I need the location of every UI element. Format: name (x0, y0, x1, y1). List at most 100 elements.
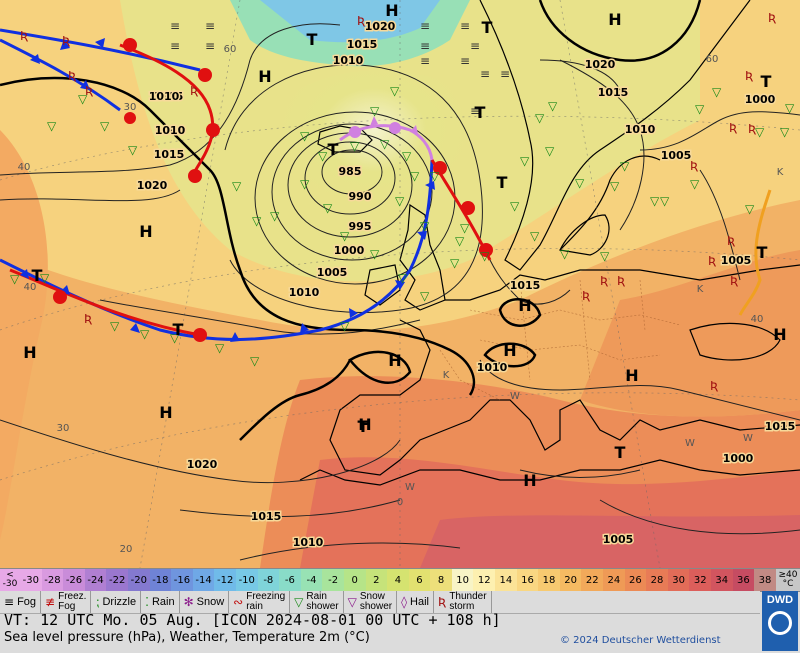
fog-icon: ≡ (4, 595, 15, 609)
weather-symbols: ▽ ▽ ▽ ▽ ▽ ▽ ▽ ▽ ▽ ▽ ▽ ▽ ▽ ▽ ▽ ▽ ▽ ▽ ▽ ▽ ▽ ▽ ▽ ▽ ▽ ▽ ▽ ▽ ▽ ▽ ▽ ▽ ▽ ▽ ▽ ▽ ▽ ▽ ▽ ▽… (10, 11, 795, 393)
rain-shower-icon: ▽ (294, 595, 304, 609)
scale-cell: -2 (322, 569, 344, 591)
high-pressure-center: H (625, 366, 638, 385)
thunderstorm-icon: Ʀ (768, 11, 776, 25)
temperature-label: 30 (57, 423, 70, 434)
rain-icon: ▽ (460, 221, 470, 235)
isobar-label: 1010 (477, 361, 508, 374)
rain-icon: ▽ (47, 119, 57, 133)
rain-icon: ▽ (610, 179, 620, 193)
isobar-label: 1020 (187, 458, 218, 471)
isobar-label: 1015 (765, 420, 796, 433)
temperature-label: K (443, 370, 450, 381)
isobar-label: 1020 (365, 20, 396, 33)
isobar-label: 990 (349, 190, 372, 203)
rain-icon: ▽ (300, 177, 310, 191)
thunderstorm-icon: Ʀ (745, 69, 753, 83)
rain-icon: ▽ (410, 169, 420, 183)
legend-label: Rain (151, 596, 175, 608)
scale-cell: -10 (235, 569, 258, 591)
isobar-label: 1010 (625, 123, 656, 136)
isobar-label: 1005 (721, 254, 752, 267)
temperature-label: W (743, 433, 753, 444)
high-pressure-center: H (523, 471, 536, 490)
rain-icon: ▽ (530, 229, 540, 243)
temperature-label: 40 (751, 314, 764, 325)
rain-icon: ▽ (660, 194, 670, 208)
temperature-label: 40 (24, 282, 37, 293)
scale-cell: 38 (754, 569, 776, 591)
high-pressure-center: H (159, 403, 172, 422)
legend-label: shower (359, 601, 393, 612)
high-pressure-center: H (23, 343, 36, 362)
rain-icon: ▽ (430, 169, 440, 183)
thunderstorm-icon: Ʀ (437, 595, 447, 609)
legend-item: ≡ Fog (0, 591, 42, 613)
temperature-label: 60 (706, 54, 719, 65)
legend-label: rain (246, 601, 263, 612)
rain-icon: ▽ (10, 272, 20, 286)
high-pressure-center: H (608, 10, 621, 29)
legend-item: ▽ Rain shower (290, 591, 344, 613)
scale-min-cell: < -30 (0, 569, 20, 591)
legend-label: Hail (410, 596, 429, 608)
thunderstorm-icon: Ʀ (20, 29, 28, 43)
trough-center: T (615, 443, 626, 462)
rain-icon: ▽ (40, 271, 50, 285)
fog-icon: ≡ (205, 39, 215, 53)
high-pressure-center: H (503, 341, 516, 360)
legend-item: ⁚ Rain (141, 591, 180, 613)
legend-item: ≢ Freez. Fog (41, 591, 92, 613)
scale-cell: 36 (732, 569, 755, 591)
legend-label: Rain (306, 591, 327, 602)
scale-cell: 0 (343, 569, 366, 591)
temperature-label: 0 (397, 497, 403, 508)
thunderstorm-icon: Ʀ (600, 274, 608, 288)
scale-cell: 34 (711, 569, 733, 591)
isobar-label: 1015 (598, 86, 629, 99)
scale-cell: 12 (473, 569, 496, 591)
legend-label: storm (449, 601, 475, 612)
high-pressure-center: H (385, 1, 398, 20)
temperature-label: W (685, 438, 695, 449)
rain-icon: ▽ (318, 149, 328, 163)
trough-center: T (358, 417, 369, 436)
dwd-logo-text: DWD (766, 594, 794, 606)
thunderstorm-icon: Ʀ (190, 84, 198, 98)
rain-icon: ▽ (520, 154, 530, 168)
temperature-label: K (697, 284, 704, 295)
rain-icon: ▽ (690, 177, 700, 191)
rain-icon: ▽ (340, 229, 350, 243)
trough-center: T (497, 173, 508, 192)
scale-cell: -16 (171, 569, 193, 591)
legend-label: Snow (196, 596, 225, 608)
legend-item: ◊ Hail (397, 591, 434, 613)
isobar-label: 1010 (289, 286, 320, 299)
rain-icon: ▽ (420, 219, 430, 233)
scale-cell: 14 (495, 569, 517, 591)
thunderstorm-icon: Ʀ (62, 34, 70, 48)
rain-icon: ▽ (390, 84, 400, 98)
scale-cell: 10 (451, 569, 474, 591)
fog-icon: ≡ (470, 39, 480, 53)
legend-label: Thunder (449, 591, 487, 602)
scale-cell: -24 (84, 569, 107, 591)
isobar-label: 1010 (293, 536, 324, 549)
high-pressure-center: H (388, 351, 401, 370)
isobar-label: 1000 (745, 93, 776, 106)
legend-label: Drizzle (102, 596, 137, 608)
scale-cell: -6 (279, 569, 301, 591)
scale-cell: 16 (516, 569, 539, 591)
scale-unit: °C (782, 579, 794, 589)
rain-icon: ▽ (712, 85, 722, 99)
scale-cell: 22 (581, 569, 604, 591)
isobar-label: 1000 (334, 244, 365, 257)
high-pressure-center: H (773, 325, 786, 344)
temperature-label: K (777, 167, 784, 178)
scale-cell: 4 (387, 569, 409, 591)
fog-icon: ≡ (170, 39, 180, 53)
scale-max-cell: ≥40 °C (776, 569, 800, 591)
rain-icon: ▽ (252, 214, 262, 228)
thunderstorm-icon: Ʀ (708, 254, 716, 268)
